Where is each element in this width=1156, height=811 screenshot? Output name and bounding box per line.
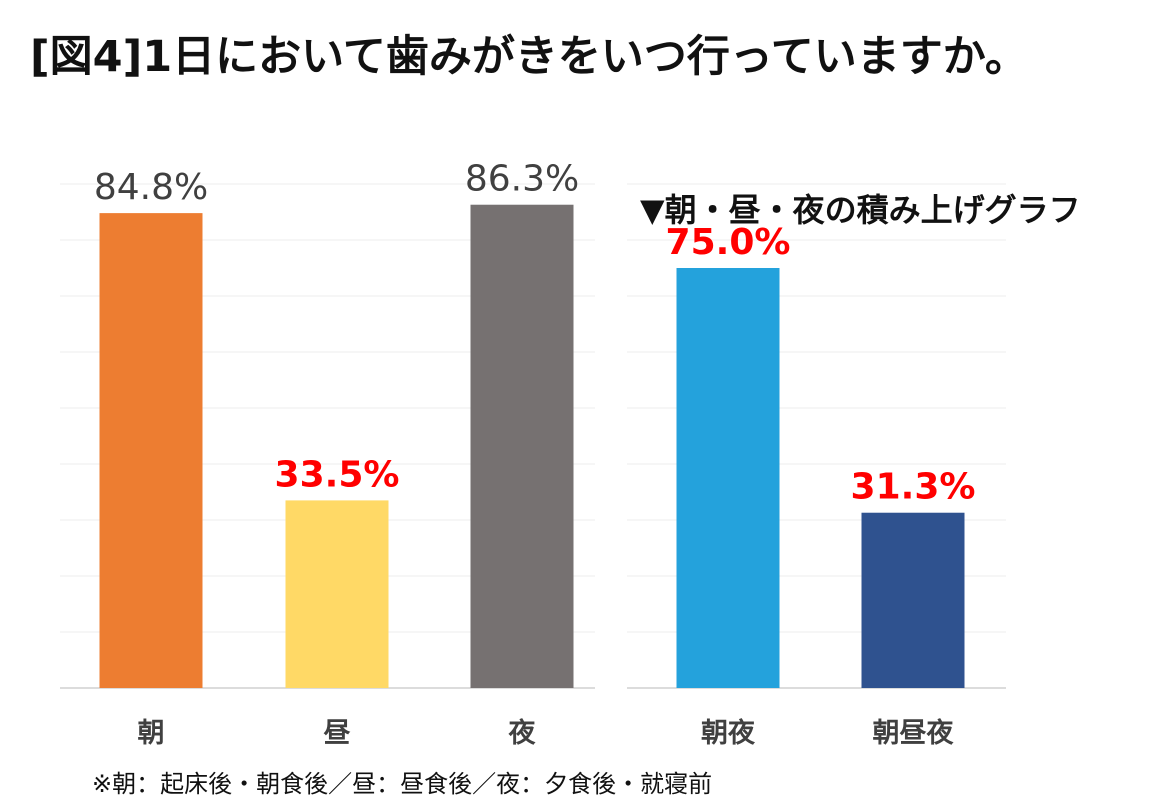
bar-朝 [99,213,203,688]
stacked-chart-title: ▼朝・昼・夜の積み上げグラフ [640,191,1081,229]
data-label: 33.5% [275,454,400,495]
bar-朝夜 [676,268,780,688]
category-label: 昼 [324,718,351,749]
data-label: 75.0% [666,222,791,263]
category-label: 朝昼夜 [873,717,955,749]
category-label: 朝夜 [701,717,756,749]
footnote: ※朝：起床後・朝食後／昼：昼食後／夜：夕食後・就寝前 [92,770,713,798]
data-label: 86.3% [465,159,579,200]
data-label: 84.8% [94,167,208,208]
page-title: [図4]1日において歯みがきをいつ行っていますか。 [30,32,1028,82]
bar-朝昼夜 [861,512,965,688]
category-label: 朝 [138,718,165,749]
bar-夜 [470,204,574,688]
category-label: 夜 [508,717,537,749]
data-label: 31.3% [851,467,976,508]
bar-昼 [285,500,389,688]
